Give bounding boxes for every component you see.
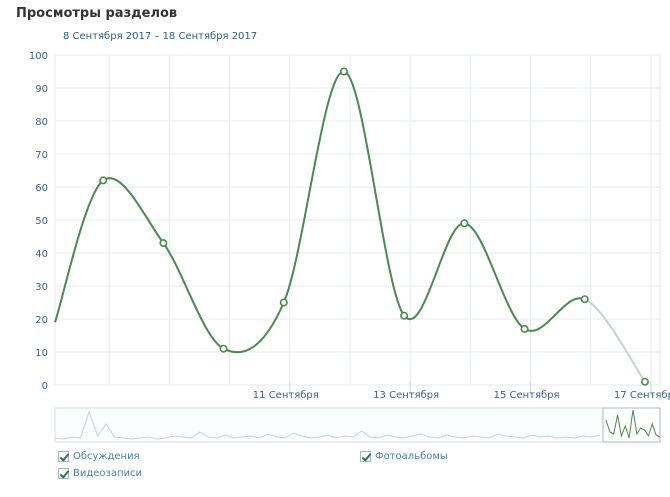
checkbox-checked-icon[interactable] [360,451,371,462]
data-points [99,67,649,386]
x-tick-label: 17 Сентября [614,390,670,401]
data-point[interactable] [99,176,108,185]
checkbox-checked-icon[interactable] [58,468,69,479]
legend-label: Фотоальбомы [375,451,448,462]
legend-item-photoalbums[interactable]: Фотоальбомы [360,451,448,462]
navigator-sparkline [54,410,601,440]
x-tick-label: 13 Сентября [373,390,439,401]
y-tick-label: 90 [35,84,48,95]
legend-label: Видеозаписи [73,468,143,479]
navigator-selection-line [605,409,661,439]
x-axis-ticks: 11 Сентября 13 Сентября 15 Сентября 17 Сент… [253,381,670,401]
data-point[interactable] [640,377,649,386]
date-range-link[interactable]: 8 Сентября 2017 – 18 Сентября 2017 [63,31,258,42]
y-tick-label: 60 [35,183,48,194]
y-tick-label: 50 [35,216,48,227]
data-point[interactable] [580,295,589,304]
y-tick-label: 10 [35,348,48,359]
checkbox-checked-icon[interactable] [58,451,69,462]
series-lines [54,70,646,383]
chart-title: Просмотры разделов [16,6,178,21]
data-point[interactable] [339,67,348,76]
y-axis-ticks: 0 10 20 30 40 50 60 70 80 90 100 [29,51,48,392]
range-navigator[interactable] [54,407,661,443]
y-tick-label: 80 [35,117,48,128]
legend-item-discussions[interactable]: Обсуждения [58,451,140,462]
y-tick-label: 100 [29,51,48,62]
data-point[interactable] [460,219,469,228]
y-tick-label: 0 [42,381,48,392]
legend-label: Обсуждения [73,451,140,462]
legend-item-videos[interactable]: Видеозаписи [58,468,142,479]
series-line-partial [584,298,646,383]
navigator-selection[interactable] [602,407,661,443]
y-tick-label: 30 [35,282,48,293]
data-point[interactable] [520,324,529,333]
data-point[interactable] [159,239,168,248]
x-tick-label: 15 Сентября [494,390,560,401]
data-point[interactable] [400,311,409,320]
data-point[interactable] [219,344,228,353]
y-tick-label: 70 [35,150,48,161]
navigator-frame [54,407,661,443]
y-tick-label: 20 [35,315,48,326]
x-tick-label: 11 Сентября [253,390,319,401]
grid-layer [54,54,661,386]
data-point[interactable] [279,298,288,307]
series-line [54,70,586,354]
y-tick-label: 40 [35,249,48,260]
